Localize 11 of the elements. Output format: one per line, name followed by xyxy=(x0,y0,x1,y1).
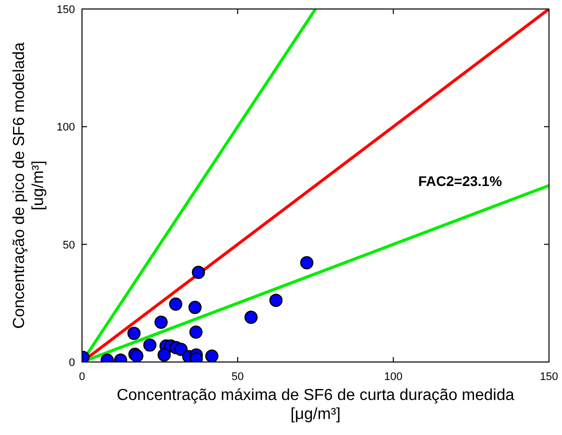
x-tick-label: 50 xyxy=(232,371,244,383)
y-tick-label: 100 xyxy=(56,122,75,134)
annotation: FAC2=23.1% xyxy=(418,172,502,189)
x-tick-label: 100 xyxy=(384,371,403,383)
y-tick-label: 50 xyxy=(62,239,75,252)
y-tick-label: 0 xyxy=(68,357,75,369)
y-axis-title: Concentração de pico de SF6 modelada [ug/m³] xyxy=(11,42,47,329)
x-tick-label: 0 xyxy=(78,371,86,383)
x-axis-title: Concentração máxima de SF6 de curta duração medida [μg/m³] xyxy=(116,387,514,423)
x-tick-label: 150 xyxy=(540,371,558,383)
y-tick-label: 150 xyxy=(56,4,75,16)
